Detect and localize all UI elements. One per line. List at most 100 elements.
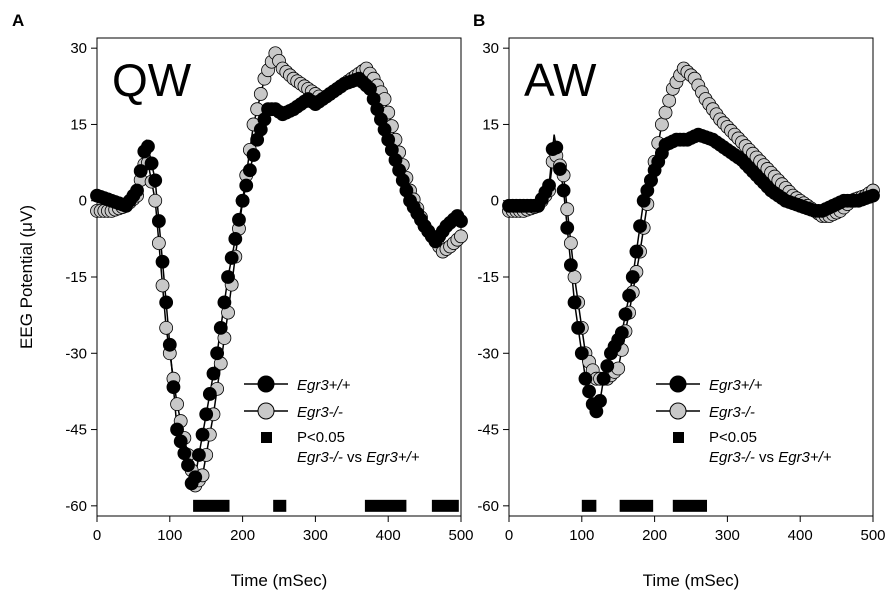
panel-a-series-point: [159, 320, 174, 335]
panel-a-series-point: [239, 178, 254, 193]
legend-sig-sublabel-a: Egr3-/-: [709, 449, 755, 466]
panel-b-series-point: [600, 359, 615, 373]
legend-wt-label: Egr3+/+: [297, 377, 351, 394]
panel-a-series-point: [144, 156, 159, 171]
panel-b-series-point: [560, 202, 575, 217]
legend-sig-sublabel-b: Egr3+/+: [778, 449, 832, 466]
panel-b-significance-bar: [672, 499, 708, 512]
panel-b-y-tick-label: -45: [477, 422, 499, 439]
panel-a-significance-bar: [273, 499, 287, 512]
panel-a-series-point: [155, 278, 170, 293]
panel-a-series-point: [159, 295, 174, 310]
panel-a-series-point: [173, 434, 188, 449]
panel-b-series-point: [633, 219, 647, 234]
panel-a-y-tick-label: -15: [65, 269, 87, 286]
panel-b-y-ticks: 30 15 0 -15 -30 -45 -60: [477, 40, 509, 515]
panel-b-significance-bar: [581, 499, 597, 512]
legend-wt-label: Egr3+/+: [709, 377, 763, 394]
panel-b-series-point: [596, 371, 611, 386]
panel-a-series-point: [170, 397, 184, 412]
panel-a-series-point: [162, 337, 177, 352]
panel-a-x-tick-label: 0: [93, 527, 101, 544]
legend-ko-label: Egr3-/-: [709, 404, 755, 421]
panel-a-series: [90, 46, 468, 493]
panel-a-x-tick-label: 200: [230, 527, 255, 544]
panel-a-y-tick-label: -60: [65, 498, 87, 515]
panel-a-x-tick-label: 400: [376, 527, 401, 544]
legend-ko-marker: [257, 402, 275, 420]
panel-a-series-point: [224, 251, 239, 265]
panel-a-series-point: [177, 446, 192, 461]
panel-b-significance-bars: [581, 499, 708, 512]
panel-a-series-point: [217, 295, 232, 310]
panel-b-series-point: [622, 288, 637, 303]
panel-a-y-tick-label: 15: [70, 116, 87, 133]
panel-a-title: QW: [112, 54, 192, 106]
panel-a-x-ticks: 0 100 200 300 400 500: [93, 516, 474, 544]
panel-b-series-point: [578, 371, 593, 386]
panel-b-y-tick-label: 0: [491, 193, 499, 210]
panel-b-x-tick-label: 500: [860, 527, 885, 544]
panel-b-y-tick-label: -15: [477, 269, 499, 286]
panel-a-series-point: [181, 458, 195, 473]
panel-b-series-point: [593, 394, 607, 408]
panel-a-series-point: [199, 407, 214, 422]
panel-b-series-point: [553, 162, 567, 176]
panel-a-series-point: [141, 139, 155, 154]
panel-b-series-point: [662, 93, 677, 108]
panel-a-letter: A: [12, 11, 24, 30]
panel-a-series-point: [206, 366, 221, 381]
panel-b-x-tick-label: 200: [642, 527, 667, 544]
panel-a-significance-bar: [193, 499, 230, 512]
panel-a-series-point: [148, 173, 163, 188]
legend-ko-marker: [669, 402, 687, 420]
panel-b-x-axis-label: Time (mSec): [643, 571, 740, 590]
panel-a-series-point: [192, 448, 206, 462]
panel-a-y-tick-label: -30: [65, 345, 87, 362]
panel-a-series-point: [221, 270, 235, 284]
panel-a-y-ticks: 30 15 0 -15 -30 -45 -60: [65, 40, 97, 515]
panel-b-series-point: [556, 183, 571, 198]
panel-a-series-point: [454, 214, 468, 228]
panel-a-significance-bar: [431, 499, 459, 512]
panel-a-series-point: [213, 320, 228, 335]
panel-b-series-point: [571, 320, 586, 335]
panel-a-series-point: [166, 380, 181, 395]
panel-b-series-point: [567, 295, 582, 310]
panel-a-series-point: [242, 163, 257, 178]
panel-a-series-point: [188, 470, 203, 485]
panel-b-y-tick-label: -30: [477, 345, 499, 362]
panel-b-series-point: [563, 236, 578, 250]
legend-sig-sublabel-mid: vs: [755, 449, 778, 466]
y-axis-label: EEG Potential (μV): [17, 205, 36, 349]
panel-b-series-point: [658, 105, 673, 120]
panel-b-significance-bar: [619, 499, 654, 512]
panel-a-y-tick-label: -45: [65, 422, 87, 439]
panel-a-series-point: [246, 148, 261, 162]
panel-a-x-axis-label: Time (mSec): [231, 571, 328, 590]
panel-b-series: [502, 61, 880, 419]
panel-b-y-tick-label: 15: [482, 116, 499, 133]
legend-sig-sublabel: Egr3-/- vs Egr3+/+: [297, 449, 420, 466]
panel-a-series-point: [170, 422, 184, 437]
panel-b-series-point: [549, 140, 564, 155]
panel-b-frame: [508, 37, 874, 517]
panel-b-series-point: [567, 270, 582, 284]
panel-b-y-tick-label: 30: [482, 40, 499, 57]
panel-a-series-point: [235, 193, 250, 208]
panel-b-series-point: [560, 220, 575, 235]
panel-a-x-tick-label: 300: [303, 527, 328, 544]
panel-a-series-point: [130, 183, 144, 198]
panel-b-legend: Egr3+/+ Egr3-/- P<0.05 Egr3-/- vs Egr3+/…: [656, 375, 832, 466]
panel-a-series-point: [133, 164, 148, 178]
panel-b-series-point: [563, 258, 578, 273]
legend-sig-sublabel-mid: vs: [343, 449, 366, 466]
panel-a-series-point: [148, 193, 163, 208]
panel-b-y-tick-label: -60: [477, 498, 499, 515]
panel-b-series-point: [614, 326, 629, 340]
panel-a-series-point: [151, 236, 166, 250]
panel-b-series-point: [629, 244, 644, 259]
panel-a-series-point: [195, 427, 210, 442]
panel-a-series-point: [202, 387, 217, 401]
